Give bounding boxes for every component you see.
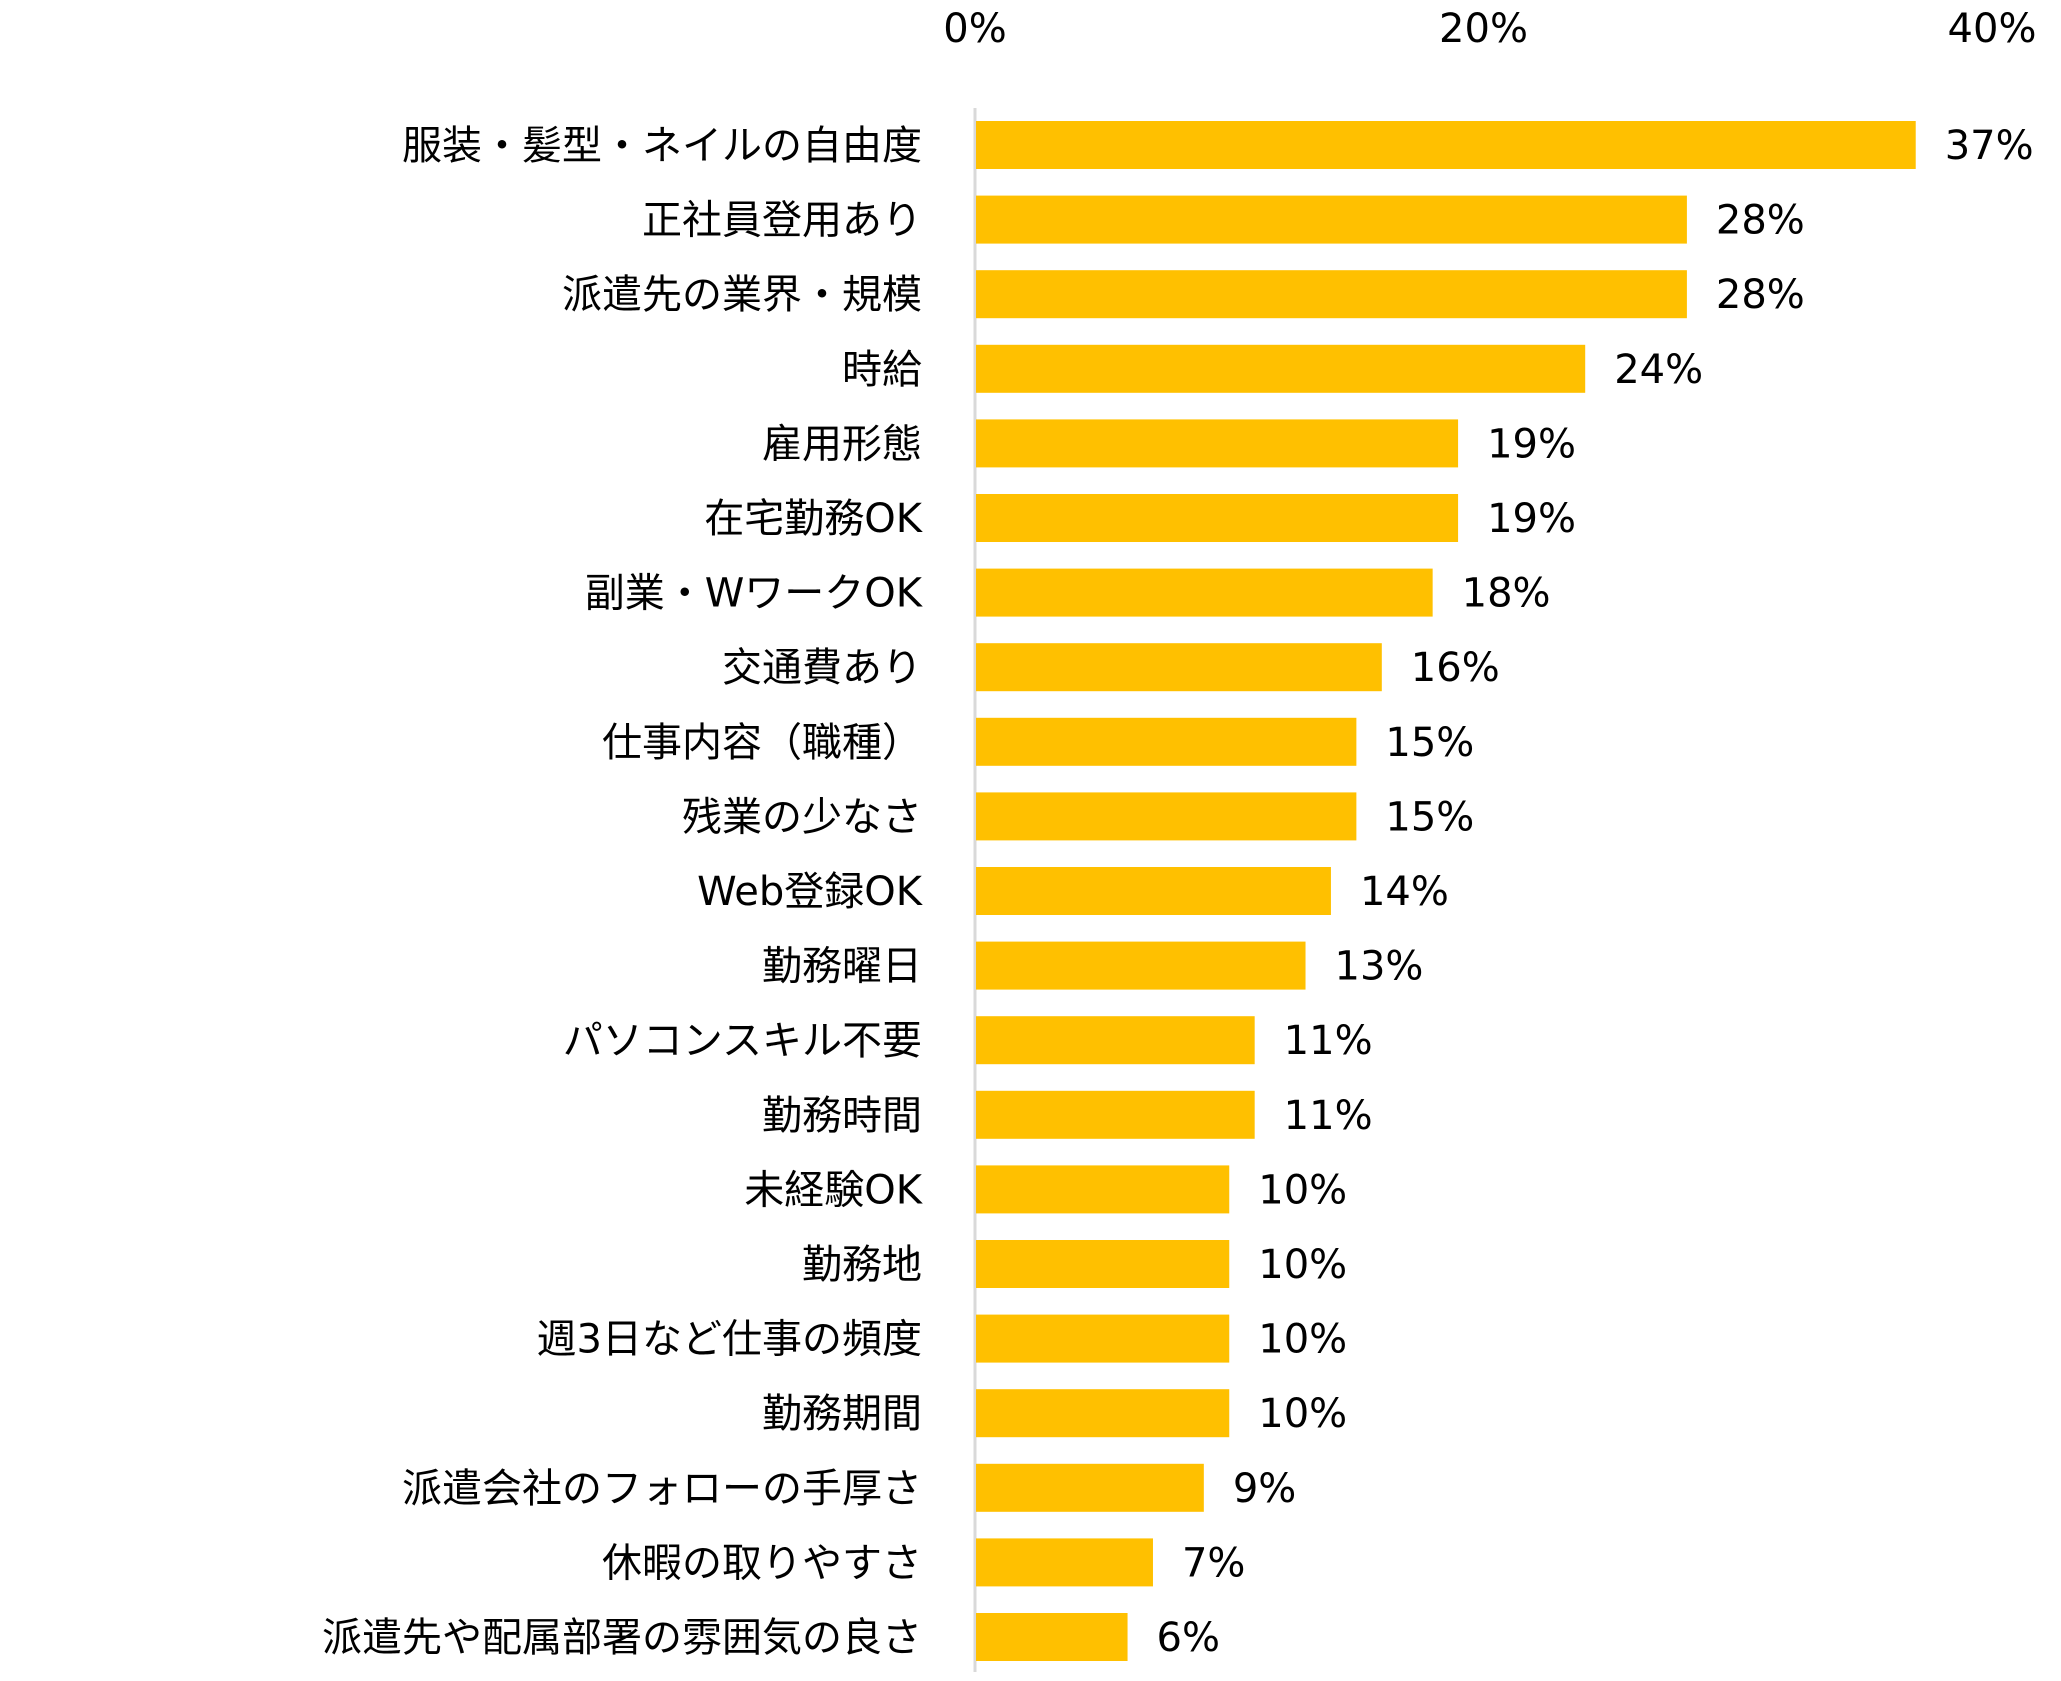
bar: [976, 1165, 1230, 1214]
bar: [976, 1240, 1230, 1288]
bar: [976, 121, 1916, 169]
data-label: 7%: [1182, 1540, 1245, 1586]
category-label: 在宅勤務OK: [704, 496, 923, 542]
bar: [976, 941, 1306, 990]
data-label: 9%: [1233, 1466, 1296, 1512]
bar: [976, 419, 1459, 468]
x-tick-label: 40%: [1948, 6, 2037, 52]
bar: [976, 1463, 1204, 1512]
data-label: 11%: [1284, 1093, 1373, 1139]
category-label: Web登録OK: [697, 869, 924, 915]
data-label: 15%: [1385, 720, 1474, 766]
x-tick-label: 20%: [1439, 6, 1528, 52]
bar: [976, 494, 1459, 542]
bar: [976, 270, 1687, 319]
data-label: 19%: [1487, 421, 1576, 467]
category-label: 仕事内容（職種）: [602, 720, 922, 766]
category-label: 時給: [842, 347, 922, 393]
category-label: 派遣先の業界・規模: [562, 272, 922, 318]
bar: [976, 643, 1382, 692]
bar: [976, 1090, 1255, 1139]
x-tick-label: 0%: [943, 6, 1006, 52]
category-label: 交通費あり: [722, 645, 922, 691]
bar: [976, 1538, 1153, 1587]
category-label: 正社員登用あり: [642, 198, 922, 244]
bar: [976, 568, 1433, 617]
data-label: 14%: [1360, 869, 1449, 915]
bar: [976, 867, 1331, 915]
data-label: 37%: [1945, 123, 2034, 169]
category-label: 勤務期間: [762, 1391, 922, 1437]
category-label: 副業・WワークOK: [585, 571, 924, 617]
data-label: 6%: [1157, 1615, 1220, 1661]
data-label: 10%: [1258, 1317, 1347, 1363]
bar: [976, 717, 1357, 766]
category-label: 派遣会社のフォローの手厚さ: [402, 1466, 922, 1512]
bar: [976, 1613, 1128, 1661]
bar: [976, 1389, 1230, 1438]
bar: [976, 195, 1687, 244]
bar: [976, 1016, 1255, 1065]
bar: [976, 792, 1357, 841]
data-label: 28%: [1716, 272, 1805, 318]
data-label: 10%: [1258, 1242, 1347, 1288]
bar: [976, 344, 1586, 393]
category-label: 残業の少なさ: [682, 794, 922, 840]
category-label: 勤務曜日: [762, 944, 922, 990]
data-label: 16%: [1411, 645, 1500, 691]
data-label: 24%: [1614, 347, 1703, 393]
category-label: 勤務時間: [762, 1093, 922, 1139]
category-label: 派遣先や配属部署の雰囲気の良さ: [322, 1615, 922, 1661]
data-label: 10%: [1258, 1167, 1347, 1213]
category-label: 休暇の取りやすさ: [602, 1540, 922, 1586]
category-label: 雇用形態: [762, 421, 922, 467]
category-label: 週3日など仕事の頻度: [537, 1317, 922, 1363]
category-label: 勤務地: [802, 1242, 922, 1288]
data-label: 10%: [1258, 1391, 1347, 1437]
category-label: 服装・髪型・ネイルの自由度: [402, 123, 922, 169]
data-label: 15%: [1385, 794, 1474, 840]
data-label: 19%: [1487, 496, 1576, 542]
data-label: 18%: [1462, 571, 1551, 617]
data-label: 13%: [1335, 944, 1424, 990]
data-label: 28%: [1716, 198, 1805, 244]
bar: [976, 1314, 1230, 1363]
category-label: パソコンスキル不要: [563, 1018, 922, 1064]
data-label: 11%: [1284, 1018, 1373, 1064]
category-label: 未経験OK: [744, 1167, 923, 1213]
